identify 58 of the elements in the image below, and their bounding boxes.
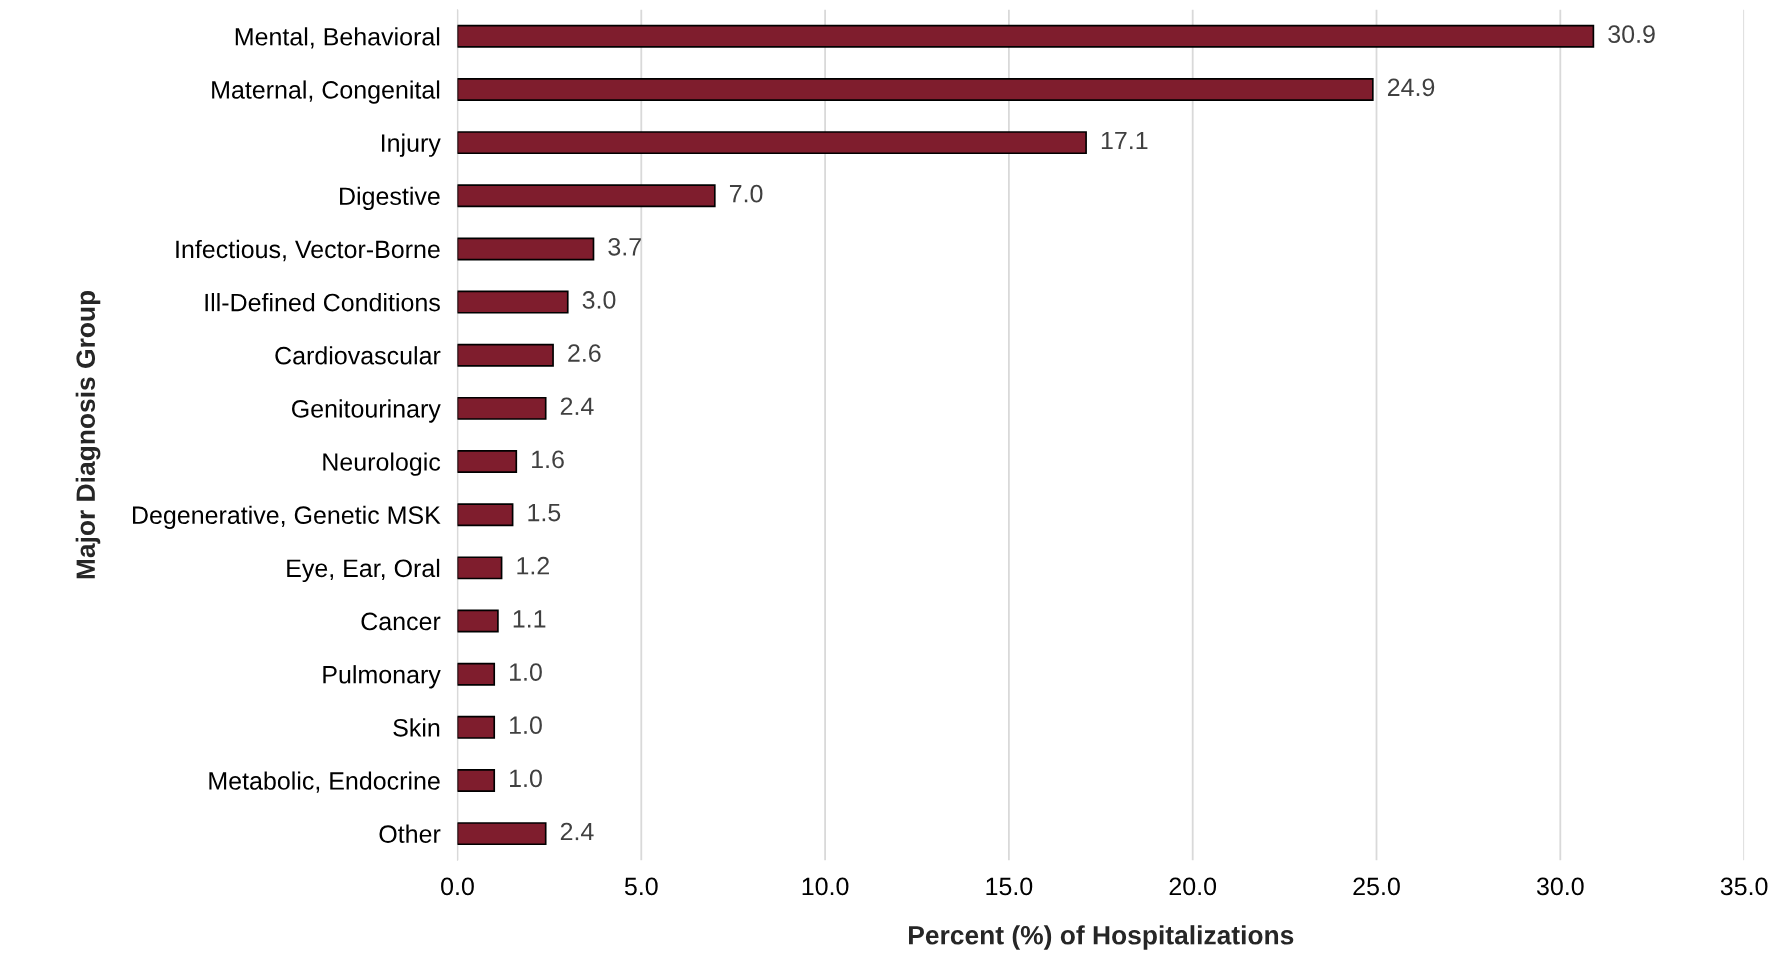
x-tick-label: 30.0: [1536, 877, 1584, 896]
bar: [457, 131, 1087, 155]
bar: [457, 769, 496, 792]
bar: [457, 662, 496, 686]
bar: [457, 343, 554, 367]
x-tick-label: 20.0: [1169, 877, 1217, 896]
data-label: 1.0: [510, 716, 542, 735]
x-tick-label: 10.0: [802, 877, 849, 896]
y-tick-label: Cancer: [361, 612, 441, 631]
data-label: 2.4: [560, 822, 594, 841]
y-tick-label: Other: [379, 824, 441, 843]
data-label: 2.4: [560, 397, 594, 415]
y-tick-label: Eye, Ear, Oral: [287, 558, 440, 583]
x-axis-title: Percent (%) of Hospitalizations: [909, 925, 1294, 950]
y-tick-label: Metabolic, Endocrine: [209, 771, 440, 793]
y-tick-label: Cardiovascular: [275, 346, 441, 365]
bar: [457, 396, 547, 420]
bar: [457, 77, 1374, 101]
y-tick-label: Digestive: [340, 186, 440, 211]
data-label: 1.5: [528, 503, 561, 522]
data-label: 1.0: [510, 769, 542, 788]
data-label: 30.9: [1608, 25, 1655, 44]
x-tick-label: 35.0: [1720, 877, 1768, 896]
bar: [457, 290, 569, 314]
y-tick-label: Pulmonary: [323, 665, 441, 689]
data-label: 24.9: [1387, 78, 1435, 97]
bar: [457, 556, 503, 580]
y-axis-title: Major Diagnosis Group: [75, 290, 101, 579]
y-tick-label: Injury: [381, 133, 441, 157]
data-label: 3.7: [608, 237, 641, 256]
y-tick-label: Maternal, Congenital: [212, 80, 440, 104]
bar: [457, 184, 716, 208]
bar: [457, 450, 518, 474]
x-tick-label: 0.0: [441, 877, 474, 896]
data-label: 2.6: [568, 344, 601, 362]
y-tick-label: Degenerative, Genetic MSK: [133, 505, 441, 529]
data-label: 1.6: [532, 450, 564, 469]
y-tick-label: Mental, Behavioral: [235, 27, 440, 49]
y-tick-label: Skin: [393, 718, 440, 737]
y-tick-label: Neurologic: [323, 452, 441, 476]
bar: [457, 237, 595, 261]
data-label: 1.1: [513, 610, 546, 628]
bar: [457, 715, 496, 739]
x-tick-label: 5.0: [624, 877, 658, 896]
data-label: 17.1: [1101, 131, 1148, 150]
bar: [457, 822, 547, 846]
bar: [457, 503, 514, 527]
data-label: 7.0: [729, 184, 763, 203]
x-tick-label: 15.0: [986, 877, 1033, 896]
bar: [457, 609, 499, 633]
x-tick-label: 25.0: [1353, 877, 1400, 896]
data-label: 3.0: [582, 291, 616, 309]
y-tick-label: Infectious, Vector-Borne: [176, 239, 440, 262]
y-tick-label: Genitourinary: [292, 399, 441, 423]
bar: [457, 24, 1595, 48]
data-label: 1.2: [517, 556, 549, 575]
data-label: 1.0: [510, 663, 542, 681]
y-tick-label: Ill-Defined Conditions: [205, 293, 440, 312]
